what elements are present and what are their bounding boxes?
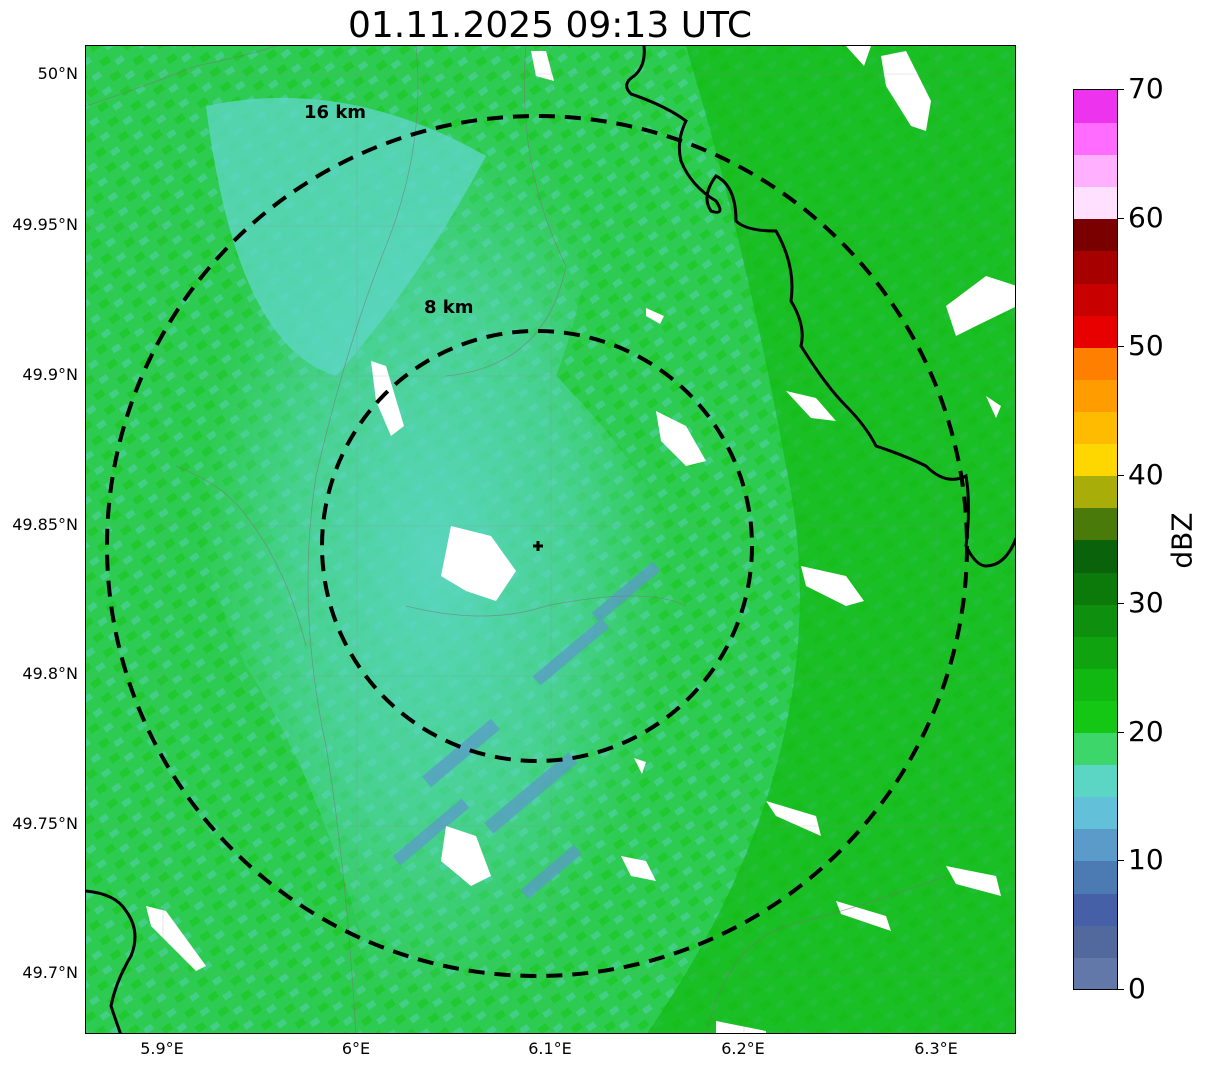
colorbar-segment xyxy=(1074,700,1117,734)
colorbar-segment xyxy=(1074,250,1117,284)
colorbar-segment xyxy=(1074,956,1117,989)
lat-label-49.95: 49.95°N xyxy=(12,215,78,234)
colorbar-segment xyxy=(1074,635,1117,669)
colorbar-segment xyxy=(1074,346,1117,380)
colorbar-segment xyxy=(1074,732,1117,766)
map-title: 01.11.2025 09:13 UTC xyxy=(347,5,753,46)
ring-label-8km: 8 km xyxy=(424,297,474,318)
lat-label-49.75: 49.75°N xyxy=(12,814,78,833)
colorbar-tick-label: 60 xyxy=(1128,200,1164,234)
reflectivity-band-northwest xyxy=(206,97,486,377)
lon-label-6.2: 6.2°E xyxy=(721,1039,765,1058)
colorbar-segment xyxy=(1074,475,1117,509)
ring-label-16km: 16 km xyxy=(304,102,366,123)
colorbar-tick-mark xyxy=(1118,989,1124,990)
colorbar-segment xyxy=(1074,186,1117,220)
colorbar-segment xyxy=(1074,122,1117,156)
lat-label-49.85: 49.85°N xyxy=(12,515,78,534)
colorbar-tick-label: 10 xyxy=(1128,843,1164,877)
colorbar-segment xyxy=(1074,764,1117,798)
colorbar-tick-mark xyxy=(1118,731,1124,733)
colorbar-segment xyxy=(1074,378,1117,412)
colorbar-segment xyxy=(1074,667,1117,701)
colorbar-segment xyxy=(1074,924,1117,958)
radar-map-canvas: 16 km 8 km xyxy=(86,46,1015,1033)
radar-site-plus-icon xyxy=(533,541,543,551)
colorbar-segment xyxy=(1074,539,1117,573)
dbz-colorbar xyxy=(1073,89,1118,990)
colorbar-segment xyxy=(1074,507,1117,541)
colorbar-segment xyxy=(1074,828,1117,862)
colorbar-segment xyxy=(1074,571,1117,605)
colorbar-tick-label: 40 xyxy=(1128,457,1164,491)
lat-label-49.8: 49.8°N xyxy=(22,664,78,683)
country-border xyxy=(86,46,1015,1033)
colorbar-segment xyxy=(1074,860,1117,894)
lon-label-5.9: 5.9°E xyxy=(140,1039,184,1058)
colorbar-tick-mark xyxy=(1118,474,1124,476)
colorbar-tick-label: 0 xyxy=(1128,972,1146,1005)
colorbar-segment xyxy=(1074,796,1117,830)
lat-label-49.9: 49.9°N xyxy=(22,365,78,384)
range-ring-16km xyxy=(105,114,969,978)
colorbar-segment xyxy=(1074,411,1117,445)
radar-map[interactable]: 16 km 8 km xyxy=(85,45,1016,1034)
colorbar-tick-label: 20 xyxy=(1128,714,1164,748)
reflectivity-band-east xyxy=(647,46,1015,1033)
colorbar-tick-mark xyxy=(1118,603,1124,605)
range-ring-8km xyxy=(320,329,754,763)
colorbar-tick-mark xyxy=(1118,89,1124,90)
range-rings xyxy=(105,114,969,978)
colorbar-segment xyxy=(1074,90,1117,123)
no-echo-patches xyxy=(146,46,1015,1033)
colorbar-segment xyxy=(1074,154,1117,188)
colorbar-label: dBZ xyxy=(1165,512,1199,569)
colorbar-tick-mark xyxy=(1118,346,1124,348)
colorbar-tick-mark xyxy=(1118,217,1124,219)
colorbar-segment xyxy=(1074,892,1117,926)
lat-label-50: 50°N xyxy=(37,64,78,83)
colorbar-segment xyxy=(1074,603,1117,637)
colorbar-tick-mark xyxy=(1118,860,1124,862)
colorbar-segment xyxy=(1074,314,1117,348)
colorbar-tick-label: 50 xyxy=(1128,329,1164,363)
colorbar-segment xyxy=(1074,218,1117,252)
lon-label-6.3: 6.3°E xyxy=(914,1039,958,1058)
colorbar-segment xyxy=(1074,282,1117,316)
lon-label-6.1: 6.1°E xyxy=(528,1039,572,1058)
colorbar-segment xyxy=(1074,443,1117,477)
lat-label-49.7: 49.7°N xyxy=(22,963,78,982)
lon-label-6: 6°E xyxy=(341,1039,371,1058)
colorbar-tick-label: 70 xyxy=(1128,72,1164,105)
graticule xyxy=(86,46,1015,1033)
reflectivity-blue-streaks xyxy=(392,561,661,900)
minor-boundaries xyxy=(86,46,947,1033)
colorbar-tick-label: 30 xyxy=(1128,586,1164,620)
